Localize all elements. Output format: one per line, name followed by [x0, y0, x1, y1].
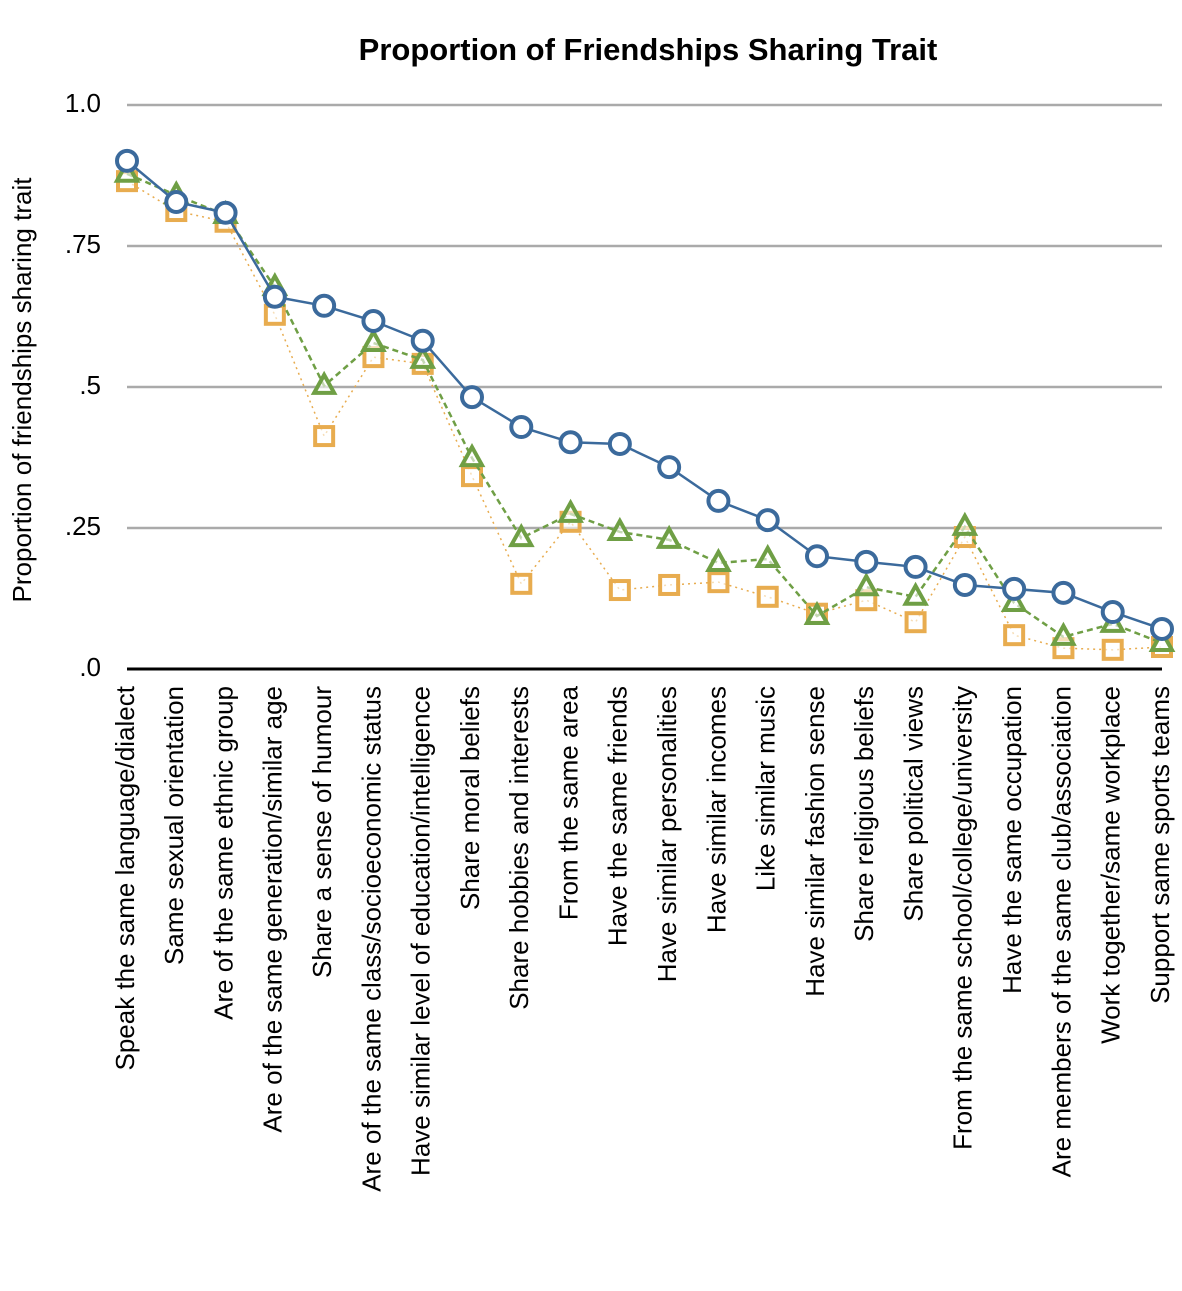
x-tick-label: Are of the same ethnic group — [208, 686, 238, 1020]
point — [952, 572, 977, 597]
x-tick-label: Have similar fashion sense — [800, 686, 830, 997]
point — [312, 293, 337, 318]
x-tick-label: Share religious beliefs — [849, 686, 879, 942]
point — [1150, 616, 1174, 641]
point — [558, 430, 583, 455]
point — [805, 544, 829, 569]
point — [1100, 600, 1125, 625]
x-tick-label: Share political views — [898, 686, 928, 922]
point — [606, 516, 634, 541]
point — [461, 465, 483, 488]
point — [1002, 576, 1027, 601]
point — [510, 572, 533, 595]
point — [1003, 624, 1026, 647]
x-tick-label: Same sexual orientation — [159, 686, 189, 965]
line — [126, 172, 1163, 645]
line — [126, 159, 1163, 631]
point — [1051, 580, 1076, 605]
x-tick-label: Speak the same language/dialect — [110, 685, 140, 1070]
x-tick-label: Are of the same class/socioeconomic stat… — [356, 686, 386, 1192]
chart-title: Proportion of Friendships Sharing Trait — [359, 32, 938, 67]
point — [902, 581, 929, 606]
point — [361, 309, 386, 334]
x-tick-label: Share hobbies and interests — [504, 686, 534, 1010]
x-tick-label: Have similar incomes — [701, 686, 731, 933]
x-tick-label: Are of the same generation/similar age — [258, 686, 288, 1133]
point — [115, 148, 139, 173]
point — [607, 431, 632, 456]
point — [657, 455, 682, 480]
x-tick-label: Share a sense of humour — [307, 686, 337, 978]
y-tick-label: 1.0 — [65, 88, 101, 118]
point — [707, 571, 730, 594]
point — [262, 284, 287, 309]
point — [557, 498, 584, 523]
y-axis-label: Proportion of friendships sharing trait — [7, 177, 37, 603]
point — [658, 573, 681, 596]
x-tick-label: Are members of the same club/association — [1046, 686, 1076, 1177]
x-tick-label: Have similar level of education/intellig… — [406, 686, 436, 1176]
x-tick-label: From the same school/college/university — [948, 686, 978, 1150]
point — [655, 524, 683, 549]
point — [1050, 621, 1077, 646]
point — [1101, 638, 1124, 661]
point — [1000, 587, 1028, 613]
point — [754, 543, 782, 569]
point — [951, 511, 979, 536]
point — [755, 508, 780, 533]
point — [360, 327, 387, 353]
point — [705, 547, 732, 572]
point — [310, 370, 338, 395]
x-tick-label: Work together/same workplace — [1096, 686, 1126, 1044]
x-tick-label: Have the same friends — [603, 686, 633, 946]
point — [854, 549, 879, 574]
y-tick-label: .5 — [79, 370, 101, 400]
point — [460, 385, 484, 410]
point — [852, 572, 880, 597]
x-tick-label: From the same area — [553, 685, 583, 920]
point — [803, 600, 831, 625]
point — [756, 585, 779, 608]
point — [313, 425, 336, 448]
point — [1148, 627, 1176, 653]
x-tick-label: Support same sports teams — [1145, 686, 1175, 1004]
point — [509, 415, 534, 440]
series — [115, 148, 1174, 641]
y-tick-label: .75 — [65, 229, 101, 259]
point — [608, 579, 631, 602]
point — [904, 611, 927, 634]
point — [410, 328, 435, 353]
point — [903, 554, 928, 579]
x-tick-label: Like similar music — [751, 686, 781, 891]
x-tick-label: Have similar personalities — [652, 686, 682, 982]
y-tick-label: .25 — [65, 511, 101, 541]
point — [458, 442, 486, 468]
x-tick-label: Have the same occupation — [997, 686, 1027, 994]
point — [409, 344, 437, 369]
point — [507, 523, 535, 548]
y-tick-label: .0 — [79, 652, 101, 682]
x-tick-label: Share moral beliefs — [455, 686, 485, 910]
point — [213, 200, 238, 225]
point — [706, 488, 731, 513]
point — [164, 190, 189, 215]
